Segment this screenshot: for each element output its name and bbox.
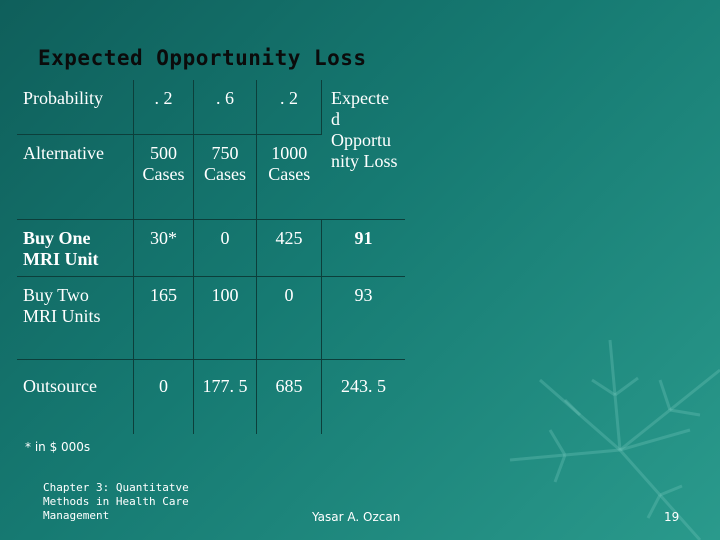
table-cell: 100: [193, 276, 257, 360]
alternative-row: Alternative 500 Cases 750 Cases 1000 Cas…: [17, 134, 405, 220]
author-footer: Yasar A. Ozcan: [312, 510, 401, 524]
row-label: Outsource: [17, 359, 134, 434]
demand-header: 500 Cases: [133, 134, 194, 220]
table-cell: 30*: [133, 219, 194, 277]
snowflake-decoration: [509, 339, 720, 540]
alternative-label: Alternative: [17, 134, 134, 220]
row-label: Buy One MRI Unit: [17, 219, 134, 277]
opportunity-loss-table: Probability . 2 . 6 . 2 Expecte d Opport…: [17, 80, 405, 434]
demand-header: 1000 Cases: [256, 134, 322, 220]
table-cell: 177. 5: [193, 359, 257, 434]
chapter-footer: Chapter 3: Quantitatve Methods in Health…: [43, 481, 189, 522]
table-cell: 0: [133, 359, 194, 434]
page-number: 19: [664, 510, 680, 524]
probability-row: Probability . 2 . 6 . 2 Expecte d Opport…: [17, 80, 405, 220]
table-row: Buy Two MRI Units 165 100 0 93: [17, 276, 405, 360]
table-cell: 165: [133, 276, 194, 360]
probability-value: . 2: [133, 80, 194, 135]
table-cell: 0: [193, 219, 257, 277]
eol-cell: 243. 5: [341, 376, 386, 396]
row-label: Buy Two MRI Units: [17, 276, 134, 360]
table-cell: 685: [256, 359, 322, 434]
probability-value: . 6: [193, 80, 257, 135]
demand-header: 750 Cases: [193, 134, 257, 220]
probability-value: . 2: [256, 80, 322, 135]
table-row: Outsource 0 177. 5 685 243. 5: [17, 359, 405, 434]
table-cell: 425: [256, 219, 322, 277]
expected-opportunity-loss-header: Expecte d Opportu nity Loss: [321, 80, 405, 220]
table-row: Buy One MRI Unit 30* 0 425 91: [17, 219, 405, 277]
probability-label: Probability: [17, 80, 134, 135]
eol-cell: 91: [321, 219, 405, 277]
slide-title: Expected Opportunity Loss: [38, 46, 367, 70]
eol-cell: 93: [321, 276, 405, 360]
table-cell: 0: [256, 276, 322, 360]
footnote: * in $ 000s: [25, 440, 91, 454]
